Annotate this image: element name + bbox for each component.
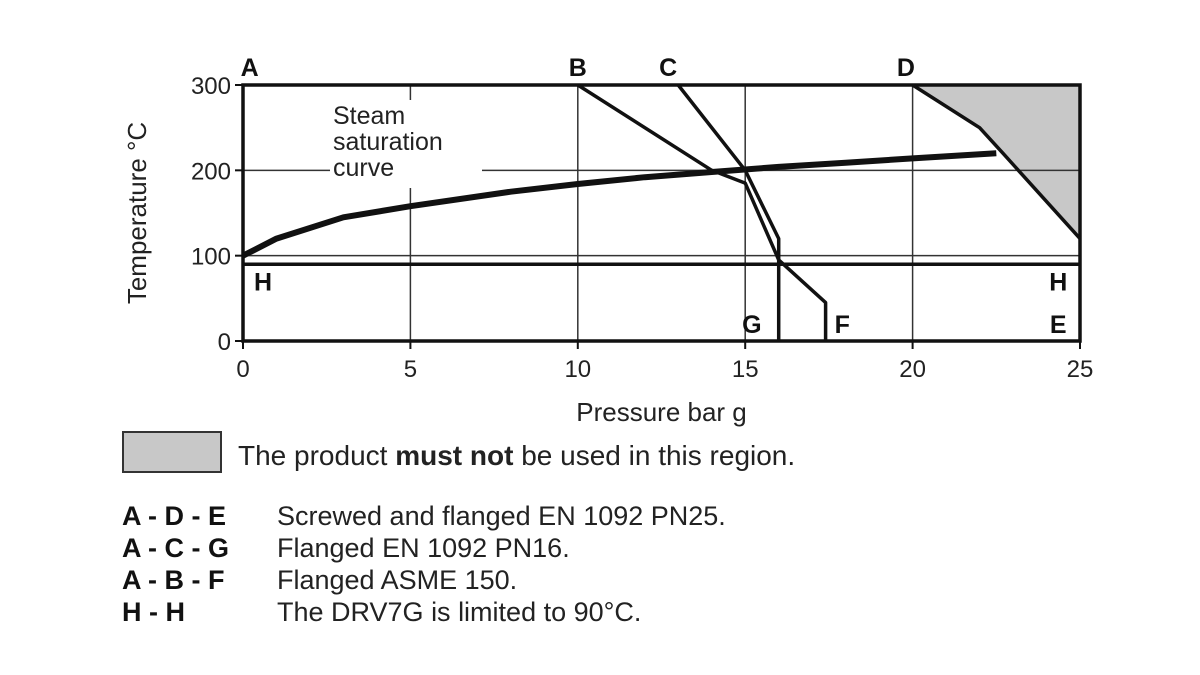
x-tick-label: 20	[899, 356, 926, 383]
note-text: The DRV7G is limited to 90°C.	[277, 596, 642, 627]
y-tick-label: 100	[191, 244, 231, 271]
note-key: H - H	[122, 596, 185, 627]
x-tick-label: 25	[1067, 356, 1094, 383]
legend-text-before: The product	[238, 440, 396, 471]
legend-text: The product must not be used in this reg…	[238, 440, 795, 472]
series-line	[576, 83, 828, 341]
line-label: C	[659, 54, 677, 82]
legend-text-after: be used in this region.	[513, 440, 796, 471]
note-text: Flanged ASME 150.	[277, 564, 518, 595]
line-label: H	[254, 268, 272, 296]
note-key: A - D - E	[122, 500, 226, 531]
note-row: A - C - G Flanged EN 1092 PN16.	[122, 532, 726, 564]
note-row: A - B - F Flanged ASME 150.	[122, 564, 726, 596]
curve-label-line: Steam	[333, 102, 405, 130]
y-tick-label: 0	[218, 329, 231, 356]
y-tick-label: 200	[191, 158, 231, 185]
line-label: D	[897, 54, 915, 82]
x-tick-label: 0	[236, 356, 249, 383]
y-tick-label: 300	[191, 73, 231, 100]
line-label: E	[1050, 311, 1067, 339]
series-line	[911, 83, 1082, 240]
legend-swatch	[122, 431, 222, 473]
x-tick-label: 15	[732, 356, 759, 383]
curve-label-background	[330, 100, 482, 188]
plot-frame	[241, 83, 1082, 343]
line-label: F	[835, 311, 850, 339]
series-line	[676, 83, 781, 341]
y-axis-title: Temperature °C	[122, 122, 152, 304]
line-label: A	[241, 54, 259, 82]
curve-label-line: curve	[333, 154, 394, 182]
note-row: A - D - E Screwed and flanged EN 1092 PN…	[122, 500, 726, 532]
x-axis-title: Pressure bar g	[576, 397, 747, 427]
x-tick-label: 5	[404, 356, 417, 383]
line-label: H	[1049, 268, 1067, 296]
notes-list: A - D - E Screwed and flanged EN 1092 PN…	[122, 500, 726, 628]
forbidden-region	[912, 85, 1080, 239]
note-key: A - B - F	[122, 564, 225, 595]
line-label: B	[569, 54, 587, 82]
note-row: H - H The DRV7G is limited to 90°C.	[122, 596, 726, 628]
legend-text-bold: must not	[395, 440, 514, 471]
pressure-temperature-chart: 0 5 10 15 20 25 0 100 200 300 Pressure bar g Temper…	[122, 54, 1094, 427]
x-tick-label: 10	[564, 356, 591, 383]
note-text: Screwed and flanged EN 1092 PN25.	[277, 500, 726, 531]
curve-label-line: saturation	[333, 128, 443, 156]
line-label: G	[742, 311, 761, 339]
series-line	[241, 150, 997, 259]
note-text: Flanged EN 1092 PN16.	[277, 532, 570, 563]
note-key: A - C - G	[122, 532, 229, 563]
